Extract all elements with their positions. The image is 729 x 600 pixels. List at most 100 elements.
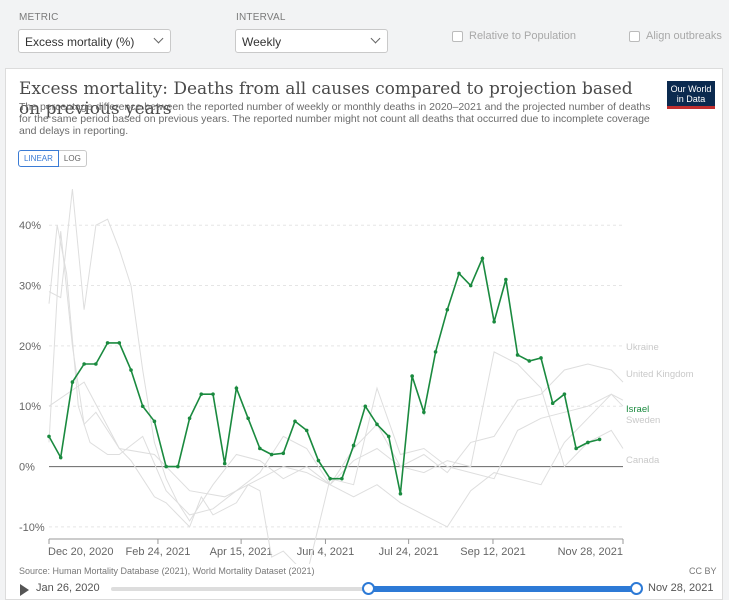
data-point-israel (433, 350, 438, 354)
series-label-israel: Israel (626, 404, 649, 415)
timeline-selected-range (368, 586, 638, 592)
data-point-israel (586, 440, 590, 445)
data-point-israel (363, 404, 368, 409)
data-point-israel (129, 368, 133, 372)
x-tick-label: Dec 20, 2020 (48, 546, 113, 558)
metric-label: METRIC (19, 12, 59, 23)
chart-subtitle: The percentage difference between the re… (19, 101, 651, 137)
chart-title: Excess mortality: Deaths from all causes… (19, 79, 633, 119)
data-point-israel (375, 422, 379, 427)
data-point-israel (562, 392, 567, 396)
scale-toggle: LINEAR LOG (18, 150, 87, 167)
series-line-united-kingdom (48, 225, 624, 528)
series-label-canada: Canada (626, 455, 660, 466)
data-point-israel (480, 256, 485, 261)
data-point-israel (410, 374, 414, 378)
data-point-israel (176, 464, 180, 469)
linear-scale-button[interactable]: LINEAR (18, 150, 59, 167)
data-point-israel (574, 446, 578, 451)
timeline-start-handle[interactable] (362, 582, 375, 595)
relative-to-population-checkbox[interactable]: Relative to Population (452, 30, 576, 42)
series-label-united-kingdom: United Kingdom (626, 369, 694, 380)
play-icon[interactable] (20, 584, 29, 596)
data-point-israel (164, 464, 168, 469)
x-tick-label: Jun 4, 2021 (297, 546, 355, 558)
data-point-israel (504, 277, 508, 282)
data-point-israel (222, 461, 227, 466)
metric-select[interactable]: Excess mortality (%) (18, 29, 171, 53)
data-point-israel (457, 271, 461, 276)
series-line-israel (48, 255, 600, 494)
data-point-israel (550, 401, 555, 406)
data-point-israel (246, 416, 250, 421)
data-point-israel (58, 455, 63, 460)
owid-logo[interactable]: Our World in Data (667, 81, 715, 109)
metric-select-value: Excess mortality (%) (25, 35, 135, 49)
checkbox-icon (452, 30, 463, 42)
data-point-israel (492, 319, 496, 324)
data-point-israel (234, 386, 239, 390)
data-point-israel (82, 362, 86, 366)
data-point-israel (140, 404, 145, 409)
align-outbreaks-label: Align outbreaks (646, 30, 722, 42)
data-point-israel (304, 428, 309, 433)
timeline-end-label: Nov 28, 2021 (648, 582, 714, 594)
data-point-israel (105, 341, 110, 345)
data-point-israel (281, 451, 286, 456)
timeline-end-handle[interactable] (630, 582, 643, 595)
data-point-israel (117, 341, 122, 345)
align-outbreaks-checkbox[interactable]: Align outbreaks (629, 30, 722, 42)
data-point-israel (293, 419, 297, 424)
data-point-israel (422, 410, 426, 415)
timeline-start-label: Jan 26, 2020 (36, 582, 100, 594)
data-point-israel (47, 434, 51, 439)
line-chart: -10% 0% 10% 20% 30% 40% Dec 20, 2020 Feb 24, 20… (19, 188, 694, 564)
data-point-israel (468, 283, 473, 288)
chevron-down-icon (370, 33, 381, 44)
log-scale-button[interactable]: LOG (58, 150, 87, 167)
x-tick-label: Sep 12, 2021 (460, 546, 525, 558)
data-point-israel (340, 476, 344, 481)
data-point-israel (539, 356, 543, 360)
x-tick-label: Nov 28, 2021 (558, 546, 623, 558)
data-point-israel (351, 443, 356, 448)
y-tick-label: -10% (19, 522, 45, 534)
x-tick-label: Jul 24, 2021 (379, 546, 439, 558)
x-tick-label: Apr 15, 2021 (210, 546, 273, 558)
checkbox-icon (629, 30, 640, 42)
data-point-israel (152, 419, 157, 424)
license-link[interactable]: CC BY (689, 566, 717, 576)
data-point-israel (258, 446, 262, 451)
data-point-israel (328, 476, 332, 481)
data-point-israel (527, 359, 532, 363)
logo-line-1: Our World (670, 84, 712, 94)
data-point-israel (445, 307, 450, 312)
y-tick-label: 20% (19, 341, 41, 353)
data-point-israel (515, 353, 520, 357)
y-tick-label: 0% (19, 462, 35, 474)
relative-to-population-label: Relative to Population (469, 30, 577, 42)
x-tick-label: Feb 24, 2021 (126, 546, 191, 558)
y-tick-label: 40% (19, 220, 41, 232)
source-note: Source: Human Mortality Database (2021),… (19, 566, 315, 576)
data-point-israel (316, 458, 321, 463)
controls-bar: METRIC Excess mortality (%) INTERVAL Wee… (0, 0, 729, 64)
y-tick-label: 30% (19, 281, 41, 293)
series-line-sweden (48, 188, 624, 522)
data-point-israel (187, 416, 192, 421)
interval-select-value: Weekly (242, 35, 282, 49)
data-point-israel (199, 392, 204, 396)
data-point-israel (386, 434, 391, 439)
y-tick-label: 10% (19, 401, 41, 413)
series-label-ukraine: Ukraine (626, 342, 659, 353)
logo-line-2: in Data (676, 93, 706, 104)
data-point-israel (597, 437, 602, 442)
series-label-sweden: Sweden (626, 415, 660, 426)
interval-label: INTERVAL (236, 12, 286, 23)
chart-card: Excess mortality: Deaths from all causes… (5, 68, 723, 600)
data-point-israel (94, 362, 98, 366)
data-point-israel (211, 392, 215, 396)
interval-select[interactable]: Weekly (235, 29, 388, 53)
chevron-down-icon (153, 33, 164, 44)
data-point-israel (398, 491, 403, 496)
